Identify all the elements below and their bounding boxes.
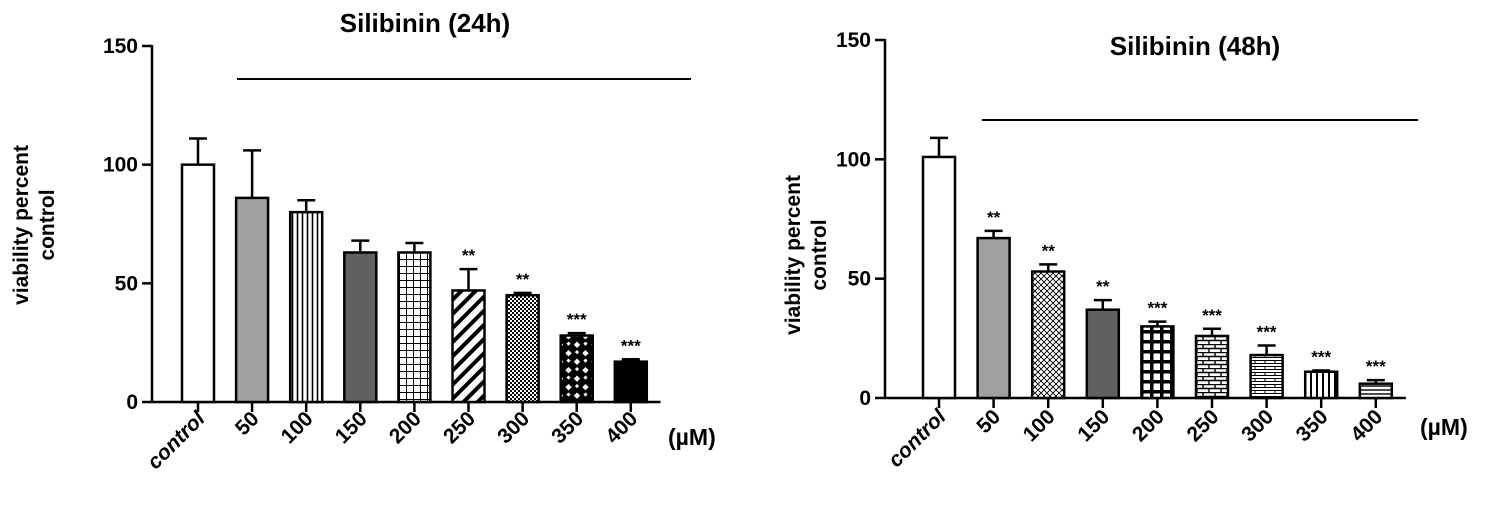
y-axis-label-line-1: viability percent: [10, 145, 33, 305]
x-tick-label: 100: [1019, 405, 1060, 446]
bar-200: [397, 251, 432, 404]
x-tick-label: 200: [1128, 405, 1169, 446]
chart-panel-2: Silibinin (48h)viability percent control0…: [782, 29, 1468, 472]
y-tick-label: 150: [103, 35, 138, 58]
y-tick-label: 150: [836, 29, 871, 52]
bar-50: [976, 236, 1011, 400]
x-tick-label: 400: [1346, 405, 1387, 446]
bar-200: [1140, 325, 1175, 400]
chart-title: Silibinin (24h): [340, 8, 510, 38]
x-unit-label: (µM): [668, 424, 716, 450]
chart-title: Silibinin (48h): [1110, 31, 1280, 61]
significance-marker: ***: [621, 336, 641, 355]
significance-marker: ***: [567, 310, 587, 329]
bar-250: [451, 289, 486, 404]
x-tick-label: 400: [601, 407, 642, 448]
y-axis-label-line-2: control: [808, 219, 831, 290]
bar-400: [1358, 382, 1394, 400]
x-tick-label: 150: [331, 407, 372, 448]
y-tick-label: 100: [103, 154, 138, 177]
bar-300: [1249, 353, 1284, 400]
bar-300: [505, 293, 540, 404]
x-tick-label: 150: [1073, 405, 1114, 446]
significance-marker: ***: [1202, 306, 1222, 325]
significance-marker: **: [987, 208, 1001, 227]
significance-marker: ***: [1311, 348, 1331, 367]
bar-400: [613, 360, 649, 404]
significance-marker: ***: [1366, 357, 1386, 376]
y-axis-label: viability percent control: [782, 175, 831, 335]
x-tick-label: 250: [1182, 405, 1223, 446]
x-tick-label: 200: [385, 407, 426, 448]
x-tick-label: control: [143, 406, 210, 473]
x-tick-label: 50: [972, 405, 1005, 438]
x-tick-label: 300: [493, 407, 534, 448]
bar-350: [1303, 370, 1339, 400]
x-tick-label: 300: [1237, 405, 1278, 446]
bar-50: [234, 196, 270, 404]
x-tick-label: 100: [277, 407, 318, 448]
bar-100: [288, 210, 324, 404]
y-tick-label: 0: [126, 391, 138, 414]
bar-control: [180, 163, 216, 404]
y-tick-label: 0: [859, 387, 871, 410]
significance-marker: **: [1042, 241, 1056, 260]
significance-marker: **: [1096, 277, 1110, 296]
significance-marker: **: [516, 270, 530, 289]
x-tick-label: control: [884, 404, 951, 471]
bar-control: [921, 155, 957, 400]
bar-250: [1194, 334, 1230, 400]
chart-panel-1: Silibinin (24h)viability percent control0…: [10, 8, 716, 474]
bar-150: [343, 251, 378, 404]
y-tick-label: 100: [836, 148, 871, 171]
significance-marker: **: [462, 246, 476, 265]
significance-marker: ***: [1257, 322, 1277, 341]
x-tick-label: 250: [439, 407, 480, 448]
bar-350: [559, 334, 594, 404]
y-tick-label: 50: [848, 268, 871, 291]
bar-100: [1030, 270, 1066, 400]
y-tick-label: 50: [115, 272, 138, 295]
y-axis-label: viability percent control: [10, 145, 59, 305]
x-unit-label: (µM): [1420, 414, 1468, 440]
y-axis-label-line-1: viability percent: [782, 175, 805, 335]
x-tick-label: 350: [547, 407, 588, 448]
bar-150: [1085, 308, 1121, 400]
x-tick-label: 50: [231, 407, 264, 440]
significance-marker: ***: [1147, 299, 1167, 318]
x-tick-label: 350: [1292, 405, 1333, 446]
y-axis-label-line-2: control: [36, 189, 59, 260]
